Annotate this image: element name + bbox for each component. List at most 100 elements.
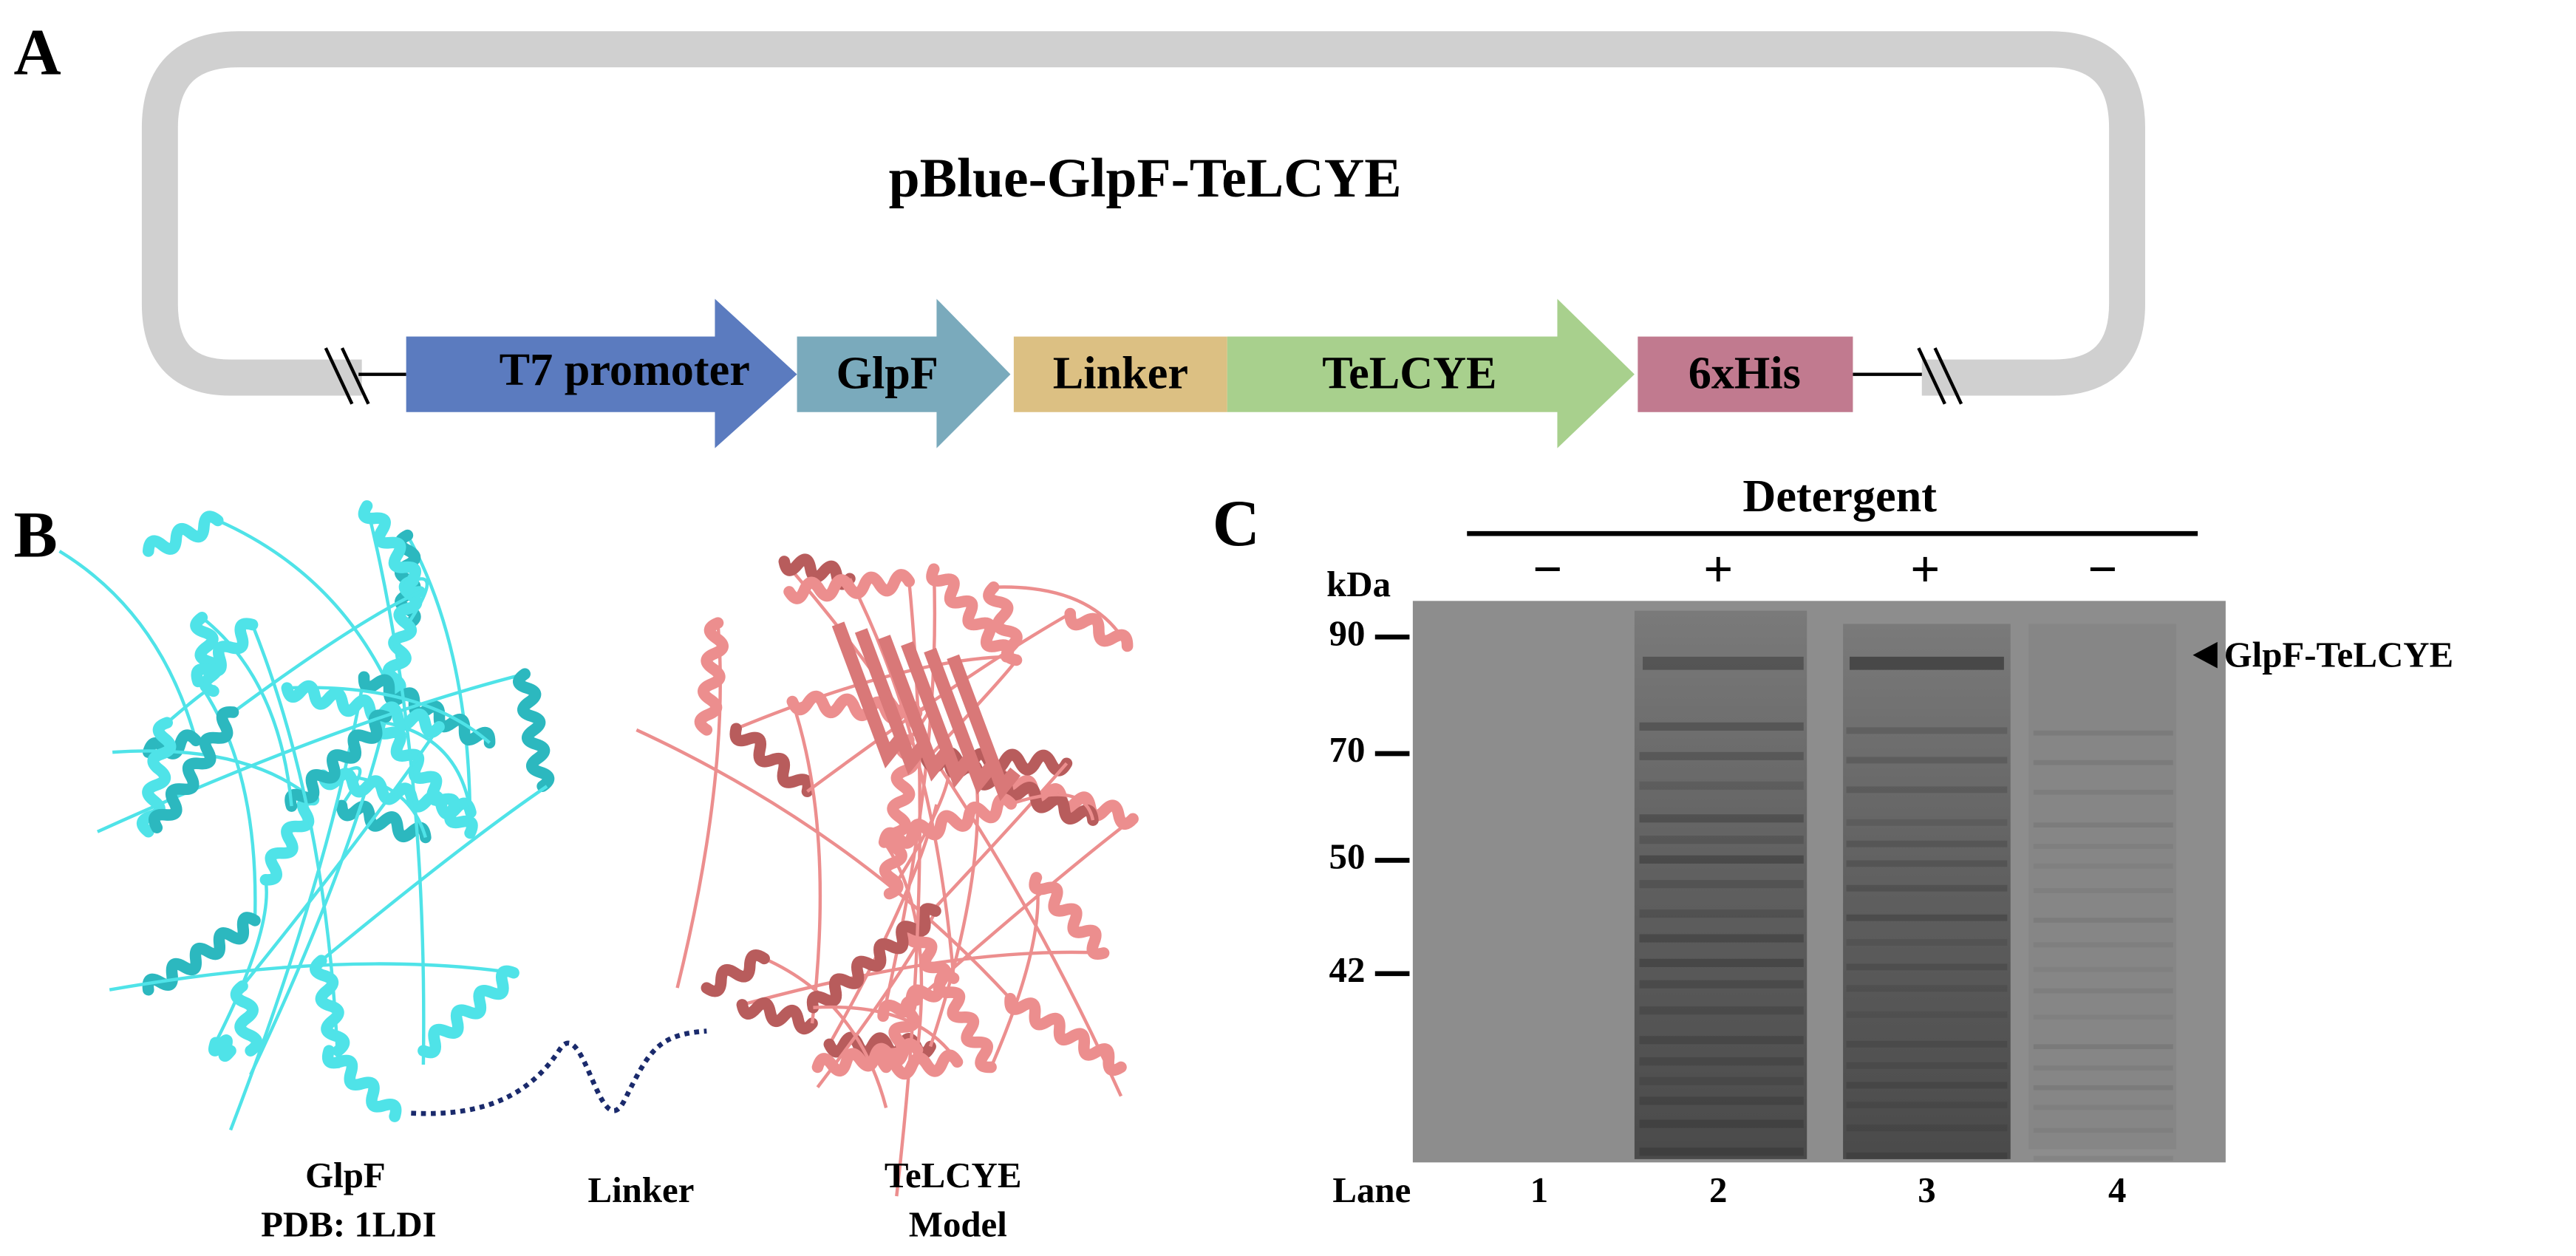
band — [2033, 966, 2173, 972]
band — [2033, 789, 2173, 795]
band — [2033, 1127, 2173, 1133]
loop — [813, 1005, 959, 1063]
structure-label: GlpF — [305, 1155, 386, 1195]
band-label: GlpF-TeLCYE — [2224, 634, 2454, 675]
structure-label: Model — [909, 1204, 1007, 1244]
loop — [251, 624, 340, 1068]
lane-number: 1 — [1530, 1170, 1548, 1210]
helix — [321, 1045, 402, 1122]
band — [1850, 656, 2004, 670]
band — [1846, 884, 2008, 892]
detergent-label: Detergent — [1742, 471, 1937, 522]
band — [1846, 757, 2008, 764]
gel-lane — [1843, 624, 2011, 1159]
marker-label: 42 — [1329, 949, 1366, 990]
gel-lane — [1634, 610, 1807, 1159]
kda-label: kDa — [1326, 564, 1391, 604]
plasmid-name: pBlue-GlpF-TeLCYE — [889, 148, 1402, 209]
sheet — [924, 647, 998, 795]
gel-bands — [1639, 656, 2173, 1161]
helix — [729, 723, 814, 798]
marker-label: 90 — [1329, 612, 1366, 653]
helix — [1004, 992, 1127, 1076]
lane-number: 4 — [2108, 1170, 2126, 1210]
band — [1846, 727, 2008, 734]
marker-tick — [1374, 634, 1410, 977]
helix — [418, 965, 519, 1059]
sheet — [901, 641, 975, 788]
loop — [96, 672, 525, 833]
band — [2033, 942, 2173, 948]
gene-arrow — [797, 298, 1011, 448]
helix — [149, 706, 239, 833]
helix — [1029, 872, 1110, 960]
helix — [281, 680, 445, 738]
band — [1639, 958, 1804, 967]
detergent-sign: − — [1533, 541, 1563, 598]
tag-box — [1638, 336, 1853, 412]
band — [1846, 819, 2008, 826]
loop — [791, 700, 822, 1024]
band — [1846, 860, 2008, 867]
helix — [190, 612, 223, 697]
band — [1846, 1153, 2008, 1159]
band — [1639, 1057, 1804, 1066]
band — [1639, 980, 1804, 989]
helix — [143, 511, 224, 557]
loop — [365, 505, 426, 1065]
band — [2033, 1065, 2173, 1071]
band — [1846, 1124, 2008, 1132]
band — [2033, 760, 2173, 765]
band — [2033, 1044, 2173, 1049]
band — [2033, 1085, 2173, 1091]
helix — [358, 671, 496, 749]
helix — [284, 709, 392, 812]
band — [2033, 888, 2173, 893]
helix — [878, 793, 1018, 849]
band-arrow — [2192, 641, 2218, 669]
helix — [783, 569, 916, 604]
loop — [109, 962, 514, 992]
band — [1846, 939, 2008, 946]
loop — [320, 785, 548, 962]
structure-label: PDB: 1LDI — [261, 1204, 437, 1244]
loop — [249, 716, 388, 1076]
band — [1639, 934, 1804, 943]
band — [1639, 855, 1804, 864]
helix — [806, 903, 941, 1014]
helix — [983, 581, 1023, 666]
helix — [310, 955, 350, 1057]
band — [1846, 1102, 2008, 1108]
marker-label: 50 — [1329, 836, 1366, 877]
band — [1846, 1062, 2008, 1069]
band — [1846, 786, 2008, 793]
band — [2033, 844, 2173, 849]
lane-number: 2 — [1709, 1170, 1727, 1210]
promoter-arrow — [406, 298, 797, 448]
loop — [913, 762, 1069, 932]
band — [1639, 1006, 1804, 1015]
gel-lane — [2028, 624, 2177, 1150]
detergent-sign: + — [1703, 541, 1734, 598]
detergent-sign: − — [2088, 541, 2118, 598]
element-label: Linker — [1053, 348, 1188, 398]
glpf-structure — [58, 500, 555, 1131]
element-label: GlpF — [836, 348, 938, 398]
loop — [197, 680, 257, 921]
band — [1846, 1040, 2008, 1048]
loop — [166, 685, 217, 724]
marker-label: 70 — [1329, 729, 1366, 770]
helix — [382, 575, 423, 698]
lane-number: 3 — [1918, 1170, 1935, 1210]
detergent-sign: + — [1910, 541, 1940, 598]
helix — [736, 997, 818, 1035]
band — [1639, 722, 1804, 731]
structure-label: TeLCYE — [885, 1155, 1022, 1195]
band — [2033, 918, 2173, 923]
band — [1639, 909, 1804, 918]
band — [1639, 1096, 1804, 1105]
band — [1846, 963, 2008, 971]
loop — [112, 749, 315, 802]
helix — [335, 799, 432, 844]
